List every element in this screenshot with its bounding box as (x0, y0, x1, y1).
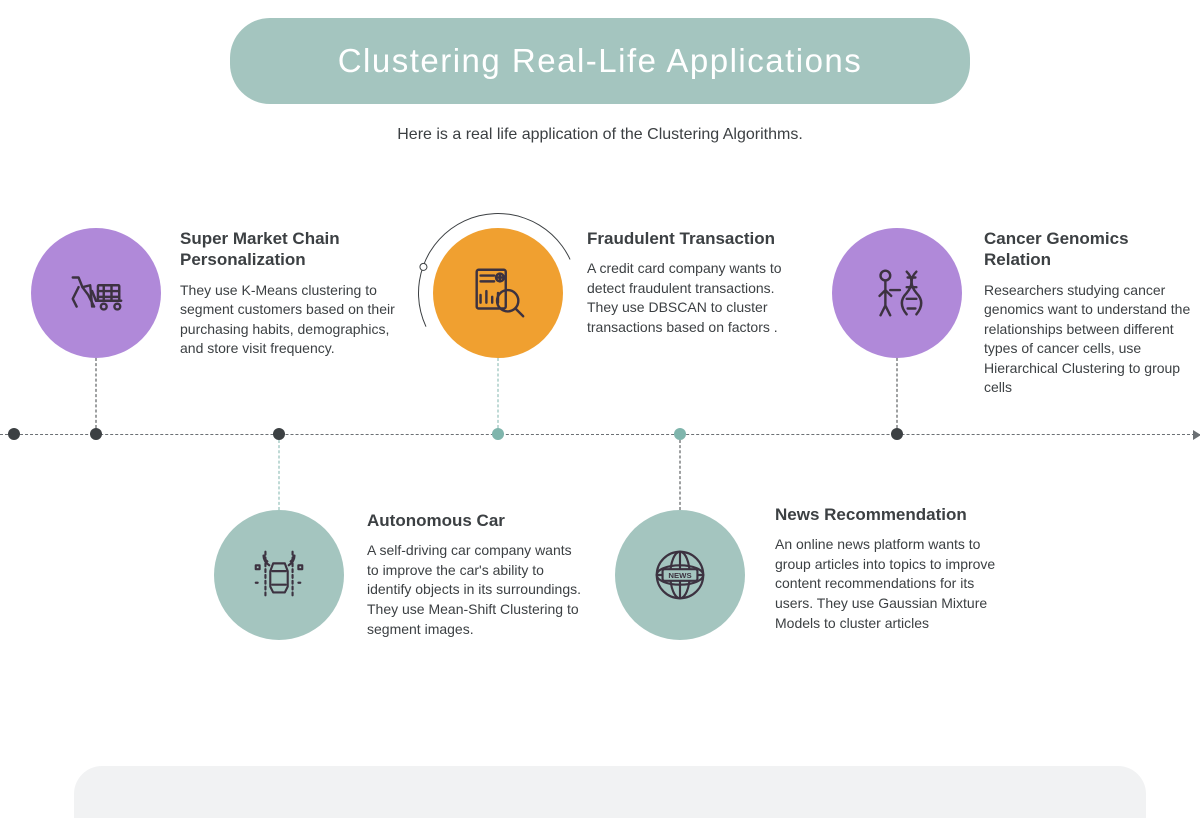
title-pill: Clustering Real-Life Applications (230, 18, 970, 104)
news-icon: NEWS (649, 544, 711, 606)
subtitle: Here is a real life application of the C… (0, 126, 1200, 144)
fraud-dot (492, 428, 504, 440)
fraud-text: Fraudulent Transaction A credit card com… (587, 228, 807, 338)
supermarket-title: Super Market Chain Personalization (180, 228, 400, 271)
car-icon (248, 544, 310, 606)
auto-dot (273, 428, 285, 440)
genomics-dot (891, 428, 903, 440)
auto-title: Autonomous Car (367, 510, 587, 531)
supermarket-body: They use K-Means clustering to segment c… (180, 281, 400, 359)
page-title: Clustering Real-Life Applications (338, 42, 863, 80)
genomics-text: Cancer Genomics Relation Researchers stu… (984, 228, 1194, 398)
dna-icon (866, 262, 928, 324)
news-circle: NEWS (615, 510, 745, 640)
auto-circle (214, 510, 344, 640)
auto-text: Autonomous Car A self-driving car compan… (367, 510, 587, 639)
fraud-connector (498, 358, 499, 428)
fraud-circle (433, 228, 563, 358)
genomics-body: Researchers studying cancer genomics wan… (984, 281, 1194, 399)
auto-connector (279, 440, 280, 510)
svg-text:NEWS: NEWS (668, 571, 691, 580)
diagram-stage: Super Market Chain Personalization They … (0, 208, 1200, 778)
genomics-title: Cancer Genomics Relation (984, 228, 1194, 271)
fraud-body: A credit card company wants to detect fr… (587, 259, 807, 337)
news-dot (674, 428, 686, 440)
fraud-title: Fraudulent Transaction (587, 228, 807, 249)
supermarket-connector (96, 358, 97, 428)
auto-body: A self-driving car company wants to impr… (367, 541, 587, 639)
cart-icon (65, 262, 127, 324)
genomics-connector (897, 358, 898, 428)
news-title: News Recommendation (775, 504, 1005, 525)
genomics-circle (832, 228, 962, 358)
news-text: News Recommendation An online news platf… (775, 504, 1005, 633)
supermarket-dot (90, 428, 102, 440)
timeline-axis (0, 434, 1200, 435)
timeline-start-dot (8, 428, 20, 440)
news-body: An online news platform wants to group a… (775, 535, 1005, 633)
bottom-panel (74, 766, 1146, 818)
supermarket-circle (31, 228, 161, 358)
supermarket-text: Super Market Chain Personalization They … (180, 228, 400, 359)
news-connector (680, 440, 681, 510)
analysis-icon (467, 262, 529, 324)
